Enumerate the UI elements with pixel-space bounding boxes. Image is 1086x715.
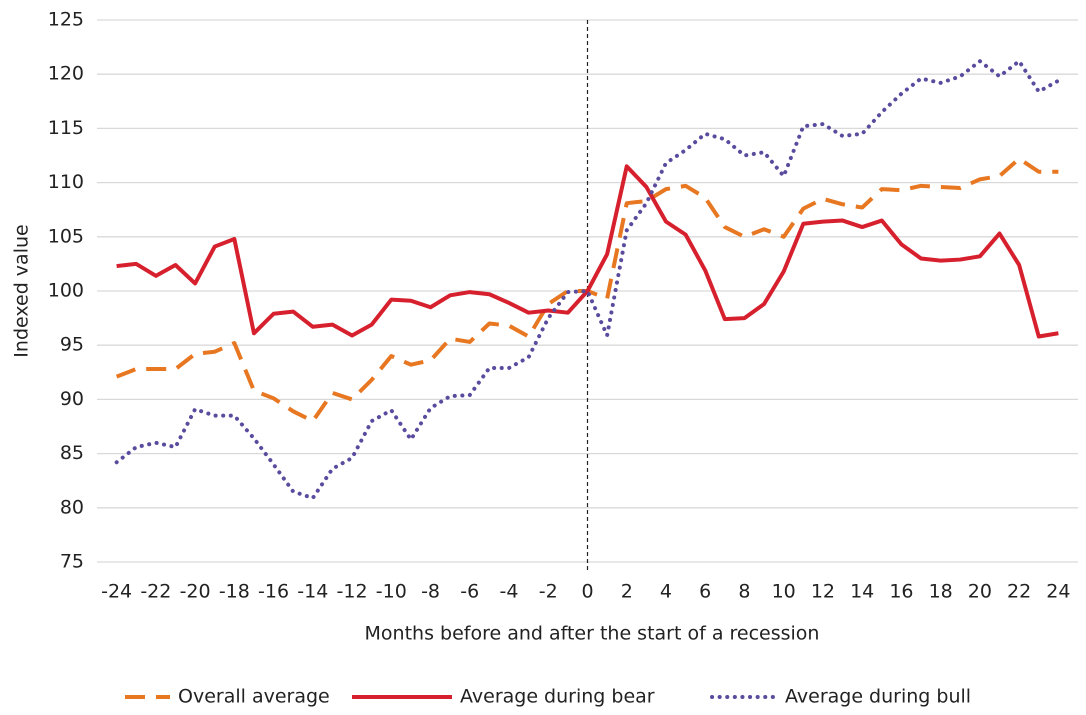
y-tick-label: 100 <box>48 280 84 302</box>
x-tick-label: 8 <box>738 581 750 603</box>
y-tick-label: 125 <box>48 9 84 31</box>
legend-label: Overall average <box>178 686 330 708</box>
series-line <box>114 59 1061 501</box>
x-tick-label: -24 <box>101 581 132 603</box>
y-tick-label: 95 <box>60 334 84 356</box>
x-tick-label: 10 <box>772 581 796 603</box>
x-tick-label: 6 <box>699 581 711 603</box>
y-tick-label: 120 <box>48 63 84 85</box>
x-tick-label: -14 <box>297 581 328 603</box>
x-tick-label: 2 <box>621 581 633 603</box>
y-tick-label: 80 <box>60 496 84 518</box>
y-tick-label: 115 <box>48 117 84 139</box>
y-tick-label: 105 <box>48 225 84 247</box>
y-tick-label: 75 <box>60 551 84 573</box>
x-tick-label: 22 <box>1007 581 1031 603</box>
x-tick-label: -8 <box>421 581 440 603</box>
legend-label: Average during bear <box>460 686 655 708</box>
series-line <box>116 164 1059 339</box>
x-tick-label: -16 <box>258 581 289 603</box>
x-tick-label: -20 <box>180 581 211 603</box>
x-tick-label: 18 <box>929 581 953 603</box>
x-tick-label: 20 <box>968 581 992 603</box>
x-tick-label: 16 <box>889 581 913 603</box>
x-tick-label: -6 <box>460 581 479 603</box>
x-tick-label: -12 <box>337 581 368 603</box>
x-tick-label: -10 <box>376 581 407 603</box>
x-tick-label: -2 <box>539 581 558 603</box>
legend-label: Average during bull <box>785 686 971 708</box>
x-axis-label: Months before and after the start of a r… <box>365 623 820 645</box>
x-tick-label: 0 <box>581 581 593 603</box>
x-tick-label: -18 <box>219 581 250 603</box>
x-tick-label: 14 <box>850 581 874 603</box>
x-tick-label: -22 <box>140 581 171 603</box>
y-axis-label: Indexed value <box>11 224 33 357</box>
x-tick-label: 12 <box>811 581 835 603</box>
y-tick-label: 90 <box>60 388 84 410</box>
x-tick-label: 4 <box>660 581 672 603</box>
x-tick-label: 24 <box>1046 581 1070 603</box>
x-tick-label: -4 <box>500 581 519 603</box>
y-tick-label: 110 <box>48 171 84 193</box>
y-tick-label: 85 <box>60 442 84 464</box>
